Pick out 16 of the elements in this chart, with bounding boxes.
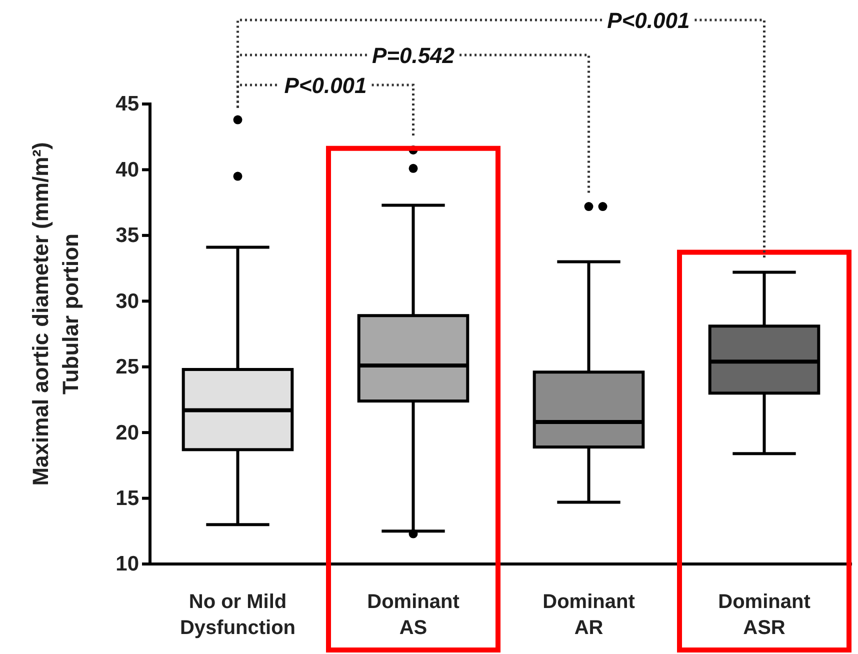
y-tick-label: 15 <box>116 487 140 510</box>
y-tick-label: 20 <box>116 421 139 444</box>
x-tick-label: No or Mild Dysfunction <box>180 591 296 639</box>
text: P<0.001 <box>284 73 367 98</box>
y-tick-label: 30 <box>116 290 139 313</box>
y-axis-title: Maximal aortic diameter (mm/m²) Tubular portion <box>28 142 83 486</box>
text: P=0.542 <box>372 43 456 68</box>
text: P<0.001 <box>607 8 690 33</box>
y-tick-label: 35 <box>116 224 140 248</box>
y-tick-label: 25 <box>116 356 140 379</box>
y-tick-label: 10 <box>116 552 139 576</box>
x-tick-label: Dominant AR <box>542 591 636 639</box>
y-tick-label: 45 <box>116 92 140 116</box>
y-tick-label: 40 <box>116 158 139 182</box>
x-tick-label: Dominant AS <box>367 591 460 639</box>
x-tick-label: Dominant ASR <box>718 591 811 639</box>
